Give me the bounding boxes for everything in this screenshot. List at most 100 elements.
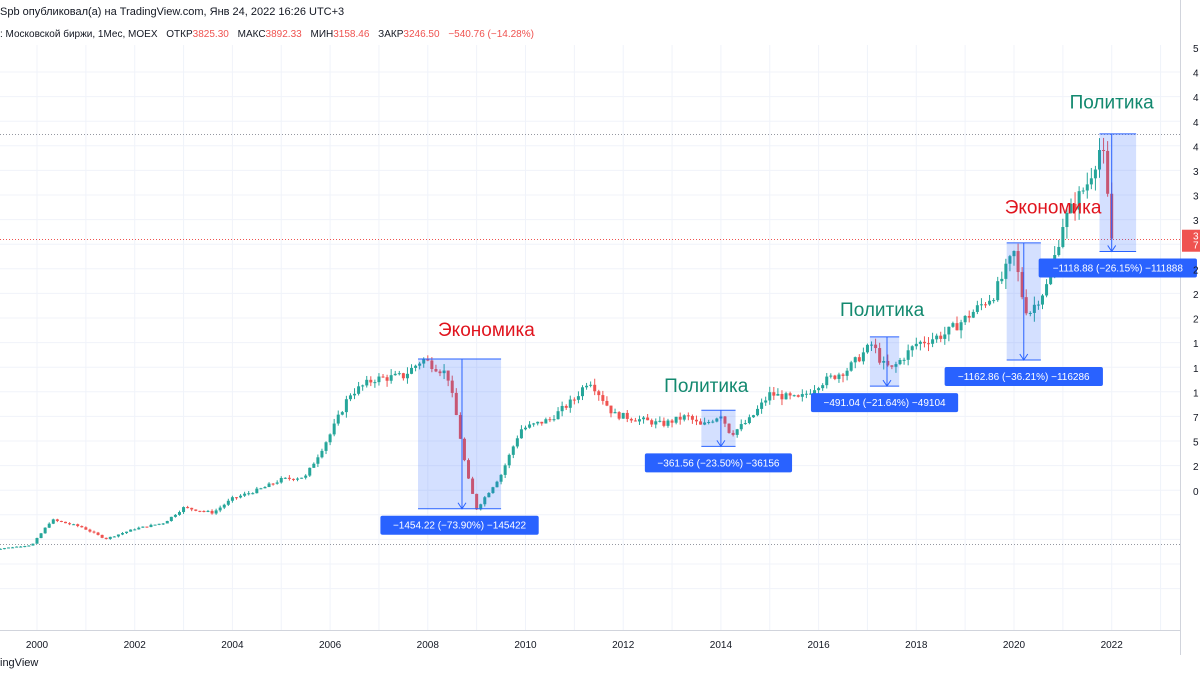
candle-body: [813, 390, 817, 394]
x-tick-label-2010: 2010: [514, 640, 537, 651]
candle-body: [267, 483, 271, 488]
candle-body: [739, 424, 743, 430]
annotation-ekonomika-1: Экономика: [438, 320, 535, 341]
measure-label-bg: [644, 453, 793, 473]
candle-body: [971, 311, 975, 318]
candle-body: [601, 395, 605, 401]
candle-body: [206, 510, 210, 512]
candle-body: [890, 365, 894, 367]
candle-body: [743, 423, 747, 425]
price-tick-label: 3: [1193, 216, 1199, 227]
candle-body: [63, 521, 67, 524]
candle-body: [222, 504, 226, 508]
candle-body: [580, 387, 584, 397]
candle-body: [703, 422, 707, 425]
candle-body: [556, 411, 560, 420]
x-tick-label-2020: 2020: [1003, 640, 1026, 651]
annotation-politika-2: Политика: [664, 376, 749, 397]
candle-body: [837, 374, 841, 379]
annotation-politika-5: Политика: [1070, 93, 1155, 114]
candle-body: [711, 421, 715, 423]
candle-body: [198, 510, 202, 512]
candle-body: [291, 478, 295, 480]
candle-body: [670, 420, 674, 423]
candle-body: [922, 341, 926, 344]
candle-body: [637, 419, 641, 422]
candle-body: [39, 533, 43, 539]
price-tick-label: 4: [1193, 69, 1199, 80]
candle-body: [251, 493, 255, 495]
candle-body: [1000, 278, 1004, 282]
measure-arrow-head: [1019, 353, 1029, 361]
candle-body: [405, 373, 409, 379]
candle-body: [153, 524, 157, 526]
candle-body: [682, 415, 686, 420]
candle-body: [80, 526, 84, 528]
measure-box: [418, 358, 502, 509]
candle-body: [210, 510, 214, 514]
candle-body: [633, 420, 637, 422]
candle-body: [808, 393, 812, 395]
candle-body: [597, 391, 601, 396]
price-tick-label: 7: [1193, 413, 1199, 424]
candle-body: [381, 376, 385, 378]
price-tick-label: 0: [1193, 487, 1199, 498]
candle-body: [446, 370, 450, 381]
candle-body: [165, 521, 169, 524]
candle-body: [141, 526, 145, 528]
candle-body: [218, 507, 222, 511]
candle-body: [0, 548, 2, 550]
candle-body: [475, 493, 479, 510]
x-tick-label-2006: 2006: [319, 640, 342, 651]
candle-body: [666, 420, 670, 426]
measure-label: −1454.22 (−73.90%) −145422: [393, 521, 527, 532]
candle-body: [800, 394, 804, 397]
candle-body: [646, 417, 650, 421]
price-tick-label: 4: [1193, 93, 1199, 104]
candle-body: [519, 429, 523, 439]
price-tick-label: 4: [1193, 142, 1199, 153]
low-value: 3158.46: [333, 29, 370, 40]
measure-label: −491.04 (−21.64%) −49104: [824, 398, 946, 409]
candle-body: [369, 379, 373, 383]
candle-body: [234, 497, 238, 499]
measure-box: [701, 410, 736, 447]
measure-arrow-head: [457, 502, 467, 510]
candle-body: [27, 545, 31, 547]
candle-body: [129, 529, 133, 532]
candle-body: [112, 536, 116, 538]
brand-footer: ingView: [0, 657, 39, 669]
candle-body: [544, 419, 548, 424]
candle-body: [1106, 150, 1110, 194]
candle-body: [149, 524, 153, 528]
candle-body: [914, 343, 918, 347]
candle-body: [804, 393, 808, 395]
price-tick-label: 5: [1193, 44, 1199, 55]
candle-body: [841, 374, 845, 376]
candle-body: [857, 357, 861, 362]
candle-body: [707, 421, 711, 423]
candle-body: [19, 546, 23, 548]
candle-body: [11, 547, 15, 549]
candle-body: [108, 536, 112, 539]
candle-body: [768, 392, 772, 401]
candle-body: [731, 432, 735, 435]
candle-body: [694, 419, 698, 422]
x-tick-label-2014: 2014: [710, 640, 733, 651]
candle-body: [1097, 150, 1101, 170]
candle-body: [467, 460, 471, 479]
candle-body: [650, 420, 654, 425]
candle-body: [870, 344, 874, 346]
candle-body: [1008, 256, 1012, 264]
candle-body: [275, 482, 279, 484]
candle-body: [906, 350, 910, 360]
candle-body: [247, 493, 251, 495]
candle-body: [898, 360, 902, 365]
candle-body: [678, 416, 682, 420]
candle-body: [625, 412, 629, 419]
candle-body: [979, 304, 983, 306]
candle-body: [935, 335, 939, 340]
candle-body: [357, 386, 361, 394]
candle-body: [271, 483, 275, 485]
